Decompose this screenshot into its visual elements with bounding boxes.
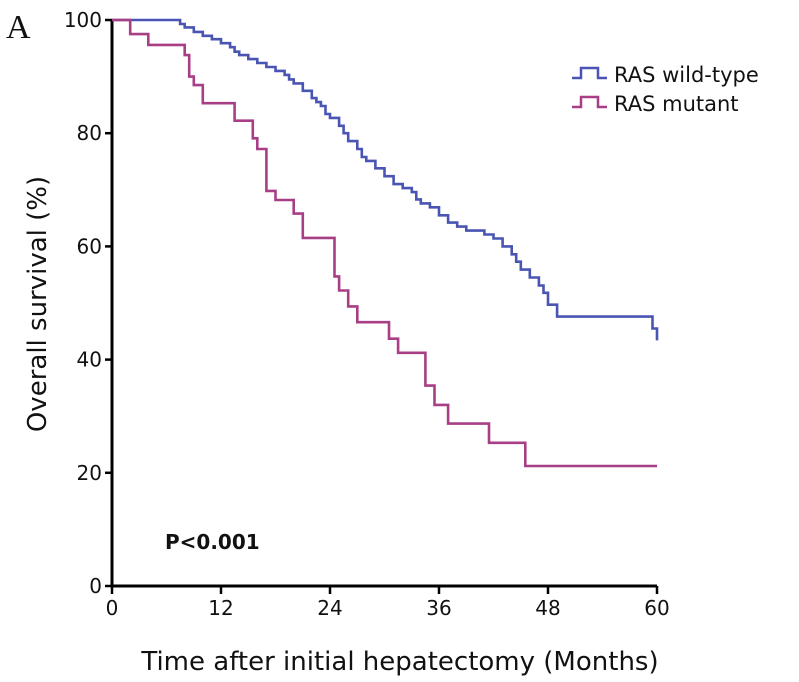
x-tick-label: 0 (106, 596, 119, 620)
y-tick-label: 80 (77, 121, 102, 145)
x-tick-label: 24 (317, 596, 342, 620)
series-line-ras-mutant (112, 18, 657, 468)
axes (110, 20, 657, 588)
x-tick-label: 48 (535, 596, 560, 620)
x-tick-label: 12 (208, 596, 233, 620)
x-axis-ticks: 0 12 24 36 48 60 (106, 586, 670, 620)
legend-marker-ras-mutant (572, 95, 607, 109)
legend-label-ras-wild-type: RAS wild-type (614, 63, 759, 87)
legend-marker-ras-wild-type (572, 66, 607, 80)
x-axis-label: Time after initial hepatectomy (Months) (140, 647, 658, 677)
series-lines (112, 18, 659, 468)
legend-label-ras-mutant: RAS mutant (614, 92, 739, 116)
y-tick-label: 60 (77, 234, 102, 258)
y-axis-label: Overall survival (%) (23, 176, 53, 432)
x-tick-label: 60 (644, 596, 669, 620)
y-tick-label: 100 (64, 8, 102, 32)
y-tick-label: 20 (77, 461, 102, 485)
y-axis-ticks: 0 20 40 60 80 100 (64, 8, 112, 598)
legend: RAS wild-type RAS mutant (572, 63, 759, 116)
p-value-annotation: P<0.001 (165, 530, 260, 554)
y-tick-label: 0 (89, 574, 102, 598)
panel-label: A (6, 9, 31, 46)
series-line-ras-wild-type (112, 18, 659, 341)
y-tick-label: 40 (77, 348, 102, 372)
x-tick-label: 36 (426, 596, 451, 620)
